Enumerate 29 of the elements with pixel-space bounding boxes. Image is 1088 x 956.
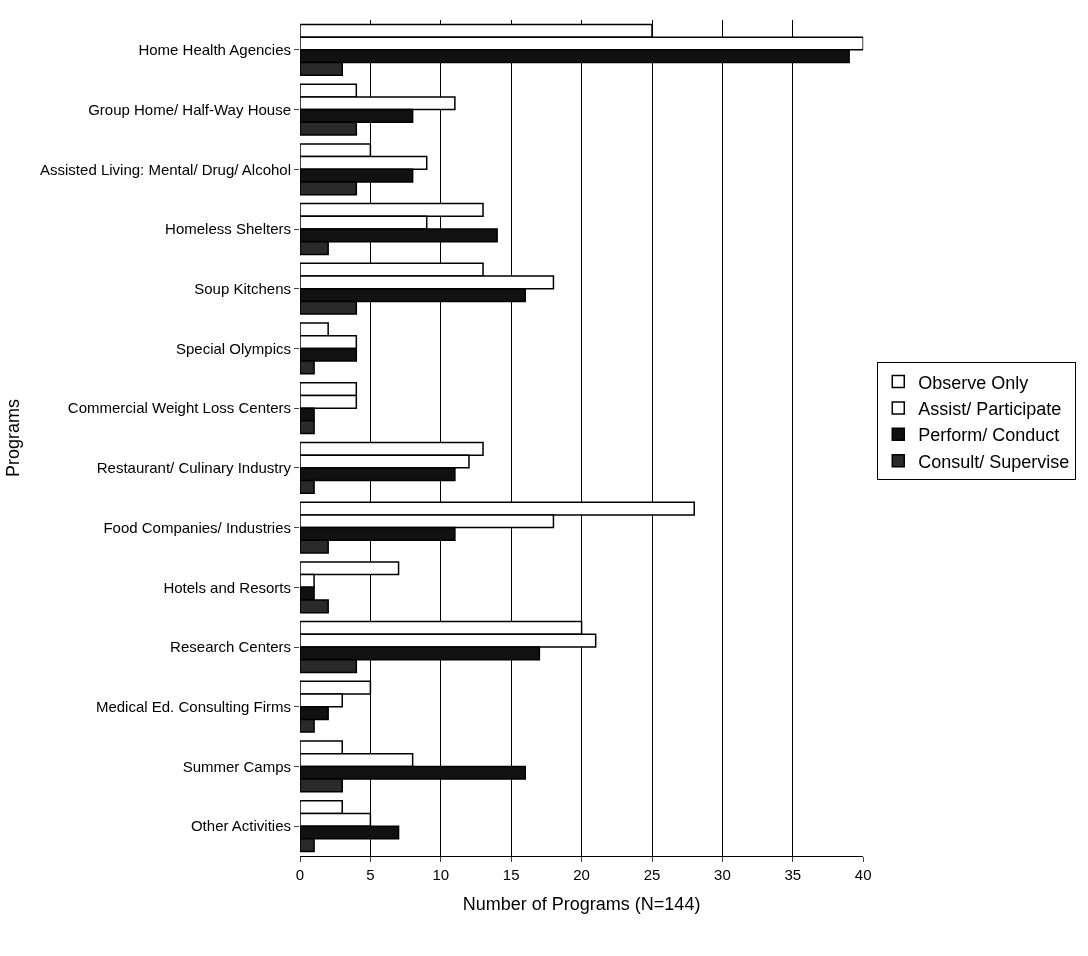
legend-label: Consult/ Supervise: [918, 451, 1070, 472]
y-tick-label: Soup Kitchens: [194, 279, 291, 297]
y-tick-label: Research Centers: [170, 638, 291, 656]
y-tick-label: Homeless Shelters: [165, 220, 291, 238]
x-axis-title: Number of Programs (N=144): [462, 894, 701, 915]
y-tick-label: Other Activities: [190, 817, 291, 835]
y-tick-label: Special Olympics: [175, 339, 291, 357]
y-axis-title: Programs: [3, 398, 24, 478]
x-tick-label: 5: [366, 866, 375, 883]
x-tick-label: 15: [502, 866, 520, 883]
y-tick-label: Home Health Agencies: [138, 41, 291, 59]
y-tick-label: Commercial Weight Loss Centers: [67, 399, 291, 417]
x-tick-label: 20: [573, 866, 590, 883]
x-tick-label: 0: [295, 866, 305, 883]
y-tick-label: Medical Ed. Consulting Firms: [95, 697, 291, 715]
x-tick-label: 25: [643, 866, 661, 883]
x-tick-label: 35: [784, 866, 802, 883]
legend-label: Observe Only: [918, 372, 1029, 393]
x-tick-label: 40: [854, 866, 872, 883]
y-tick-label: Assisted Living: Mental/ Drug/ Alcohol: [40, 160, 291, 178]
y-tick-label: Group Home/ Half-Way House: [88, 100, 291, 118]
x-tick-label: 30: [714, 866, 731, 883]
y-tick-label: Summer Camps: [182, 757, 291, 775]
y-tick-label: Hotels and Resorts: [163, 578, 291, 596]
y-tick-label: Food Companies/ Industries: [103, 518, 291, 536]
y-tick-label: Restaurant/ Culinary Industry: [96, 459, 292, 477]
x-tick-label: 10: [432, 866, 450, 883]
legend-label: Perform/ Conduct: [918, 425, 1060, 446]
legend-label: Assist/ Participate: [918, 398, 1062, 419]
